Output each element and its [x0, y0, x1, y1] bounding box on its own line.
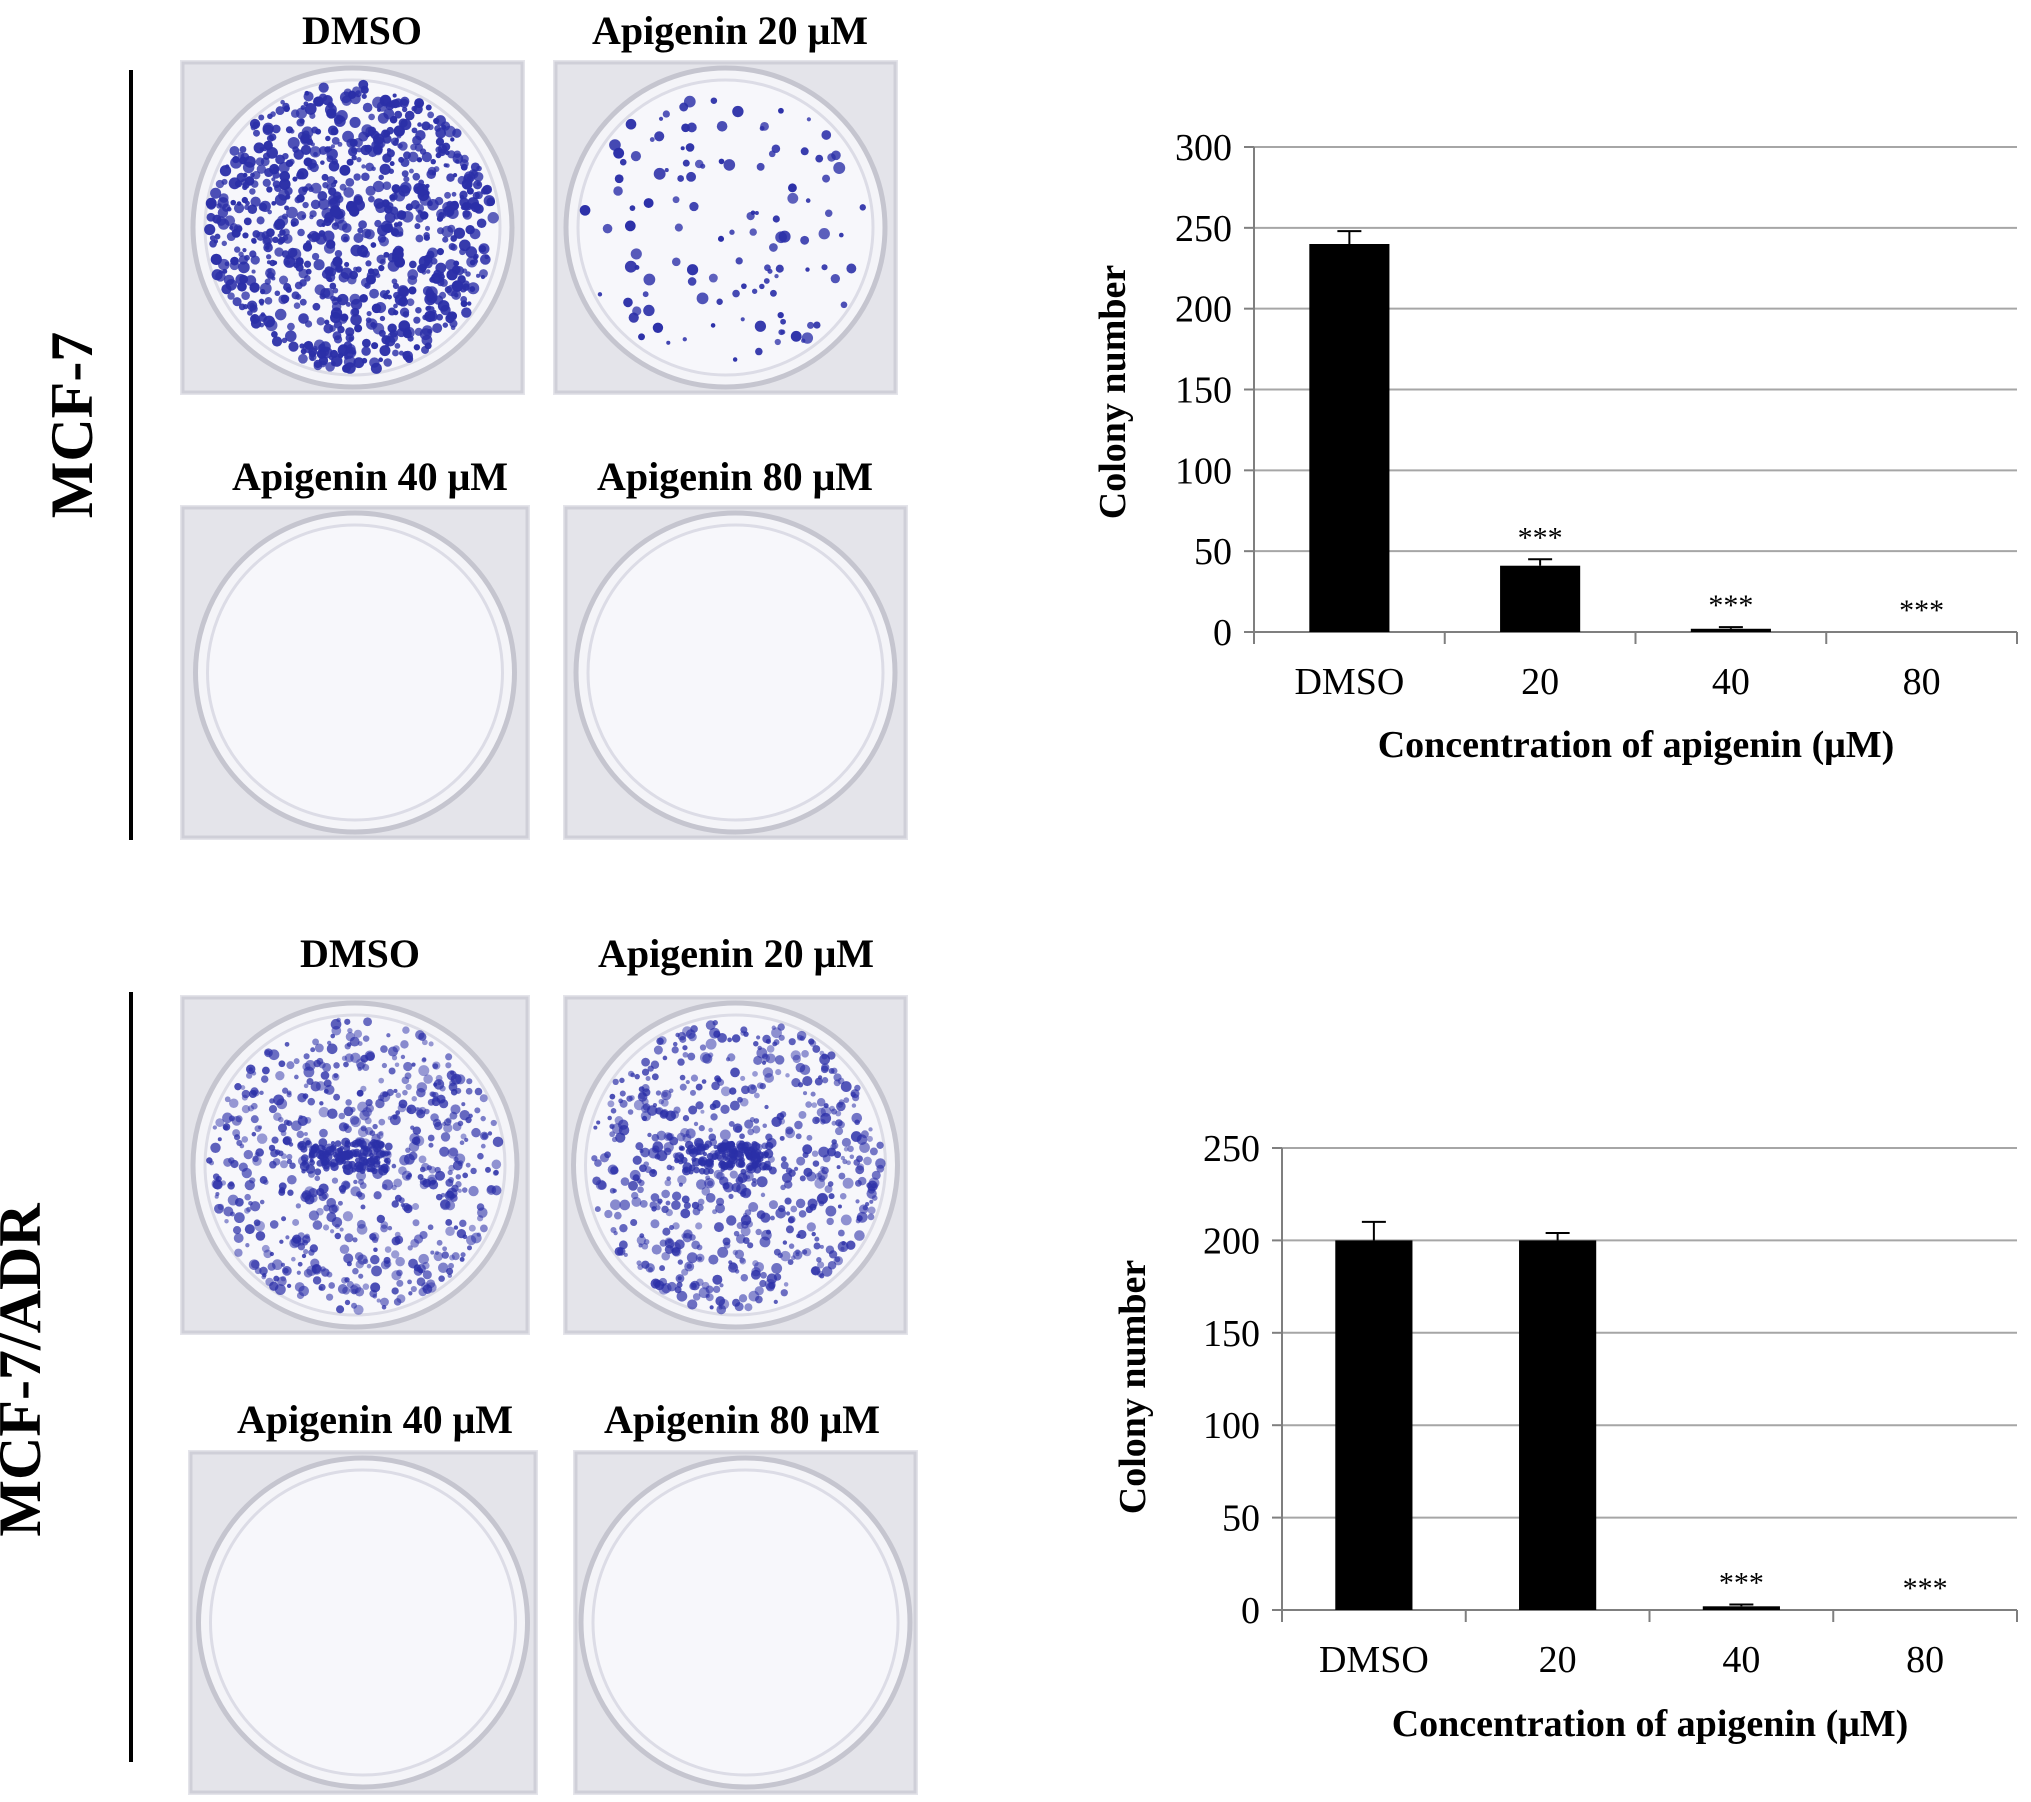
- bar: [1702, 1606, 1780, 1610]
- colony-stain-dots: [579, 95, 866, 362]
- row-label-cell-line: MCF-7/ADR: [0, 1203, 53, 1537]
- dish-title: Apigenin 20 μM: [598, 931, 874, 976]
- x-tick-label: 40: [1712, 661, 1750, 703]
- plate-edge: [181, 506, 529, 839]
- dish-title: Apigenin 80 μM: [597, 454, 873, 499]
- dish-title: Apigenin 80 μM: [604, 1397, 880, 1442]
- y-tick-label: 100: [1175, 450, 1232, 492]
- plate-edge: [554, 61, 897, 394]
- dish-inner: [591, 1468, 900, 1777]
- bar: [1335, 1240, 1413, 1610]
- colony-stain-dots: [204, 79, 499, 374]
- y-tick-label: 150: [1203, 1313, 1260, 1355]
- bar: [1690, 628, 1771, 632]
- row-label-cell-line: MCF-7: [39, 332, 105, 519]
- dish-cell: DMSO: [180, 8, 525, 395]
- y-axis-label: Colony number: [1092, 265, 1134, 520]
- culture-dish: [188, 1450, 538, 1795]
- significance-marker: ***: [1903, 1572, 1948, 1605]
- y-tick-label: 0: [1241, 1590, 1260, 1632]
- dish-cell: Apigenin 20 μM: [563, 931, 908, 1335]
- dish-title: Apigenin 40 μM: [232, 454, 508, 499]
- culture-dish: [180, 60, 525, 395]
- x-axis-label: Concentration of apigenin (μM): [1392, 1703, 1909, 1745]
- bar-chart: *** *** 0 50 100 150 200 250 DMSO 20 40 80 Colony…: [1112, 1128, 2018, 1745]
- plate-edge: [564, 506, 907, 839]
- bar: [1519, 1240, 1597, 1610]
- plate-edge: [574, 1451, 917, 1794]
- dish-cell: Apigenin 40 μM: [188, 1397, 538, 1795]
- colony-stain-dots: [591, 1020, 886, 1315]
- culture-dish: [180, 505, 530, 840]
- dish-title: Apigenin 40 μM: [237, 1397, 513, 1442]
- dish-inner: [209, 1468, 517, 1777]
- dish-inner: [576, 78, 875, 377]
- culture-dish: [553, 60, 898, 395]
- y-tick-label: 150: [1175, 370, 1232, 412]
- panel-mcf7-svg: MCF-7 DMSO Apigenin 20 μM Apigenin 40 μM…: [39, 8, 2018, 840]
- dish-title: Apigenin 20 μM: [592, 8, 868, 53]
- bar: [1500, 565, 1581, 632]
- significance-marker: ***: [1708, 589, 1753, 622]
- x-tick-label: 80: [1906, 1639, 1944, 1681]
- y-tick-label: 100: [1203, 1405, 1260, 1447]
- dish-cell: Apigenin 40 μM: [180, 454, 530, 840]
- x-axis-label: Concentration of apigenin (μM): [1378, 724, 1895, 766]
- x-tick-label: DMSO: [1319, 1639, 1429, 1681]
- panel-mcf7-adr: MCF-7/ADR DMSO Apigenin 20 μM Apigenin 4…: [0, 900, 2031, 1800]
- panel-mcf7-adr-svg: MCF-7/ADR DMSO Apigenin 20 μM Apigenin 4…: [0, 931, 2018, 1795]
- significance-marker: ***: [1719, 1566, 1764, 1599]
- y-tick-label: 250: [1203, 1128, 1260, 1170]
- bar: [1309, 244, 1390, 632]
- dish-inner: [584, 1013, 887, 1317]
- y-tick-label: 0: [1213, 612, 1232, 654]
- culture-dish: [563, 995, 908, 1335]
- y-tick-label: 50: [1222, 1498, 1260, 1540]
- dish-cell: Apigenin 80 μM: [563, 454, 908, 840]
- x-tick-label: 20: [1539, 1639, 1577, 1681]
- x-tick-label: 40: [1722, 1639, 1760, 1681]
- plate-edge: [564, 996, 907, 1334]
- x-tick-label: 80: [1903, 661, 1941, 703]
- y-tick-label: 200: [1175, 289, 1232, 331]
- dish-inner: [206, 523, 504, 822]
- plate-edge: [181, 61, 524, 394]
- dish-cell: Apigenin 20 μM: [553, 8, 898, 395]
- dish-cell: Apigenin 80 μM: [573, 1397, 918, 1795]
- y-tick-label: 50: [1194, 531, 1232, 573]
- plate-edge: [181, 996, 529, 1334]
- dish-title: DMSO: [300, 931, 420, 976]
- x-tick-label: 20: [1521, 661, 1559, 703]
- x-tick-label: DMSO: [1294, 661, 1404, 703]
- dish-grid: DMSO Apigenin 20 μM Apigenin 40 μM Apige…: [180, 8, 908, 840]
- dish-grid: DMSO Apigenin 20 μM Apigenin 40 μM Apige…: [180, 931, 918, 1795]
- culture-dish: [180, 995, 530, 1335]
- y-tick-label: 300: [1175, 127, 1232, 169]
- y-tick-label: 250: [1175, 208, 1232, 250]
- dish-cell: DMSO: [180, 931, 530, 1335]
- dish-inner: [586, 523, 885, 822]
- significance-marker: ***: [1899, 594, 1944, 627]
- y-axis-label: Colony number: [1112, 1260, 1154, 1515]
- significance-marker: ***: [1518, 521, 1563, 554]
- culture-dish: [573, 1450, 918, 1795]
- y-tick-label: 200: [1203, 1220, 1260, 1262]
- colony-stain-dots: [206, 1017, 504, 1315]
- plate-edge: [189, 1451, 537, 1794]
- panel-mcf7: MCF-7 DMSO Apigenin 20 μM Apigenin 40 μM…: [0, 0, 2031, 900]
- dish-title: DMSO: [302, 8, 422, 53]
- culture-dish: [563, 505, 908, 840]
